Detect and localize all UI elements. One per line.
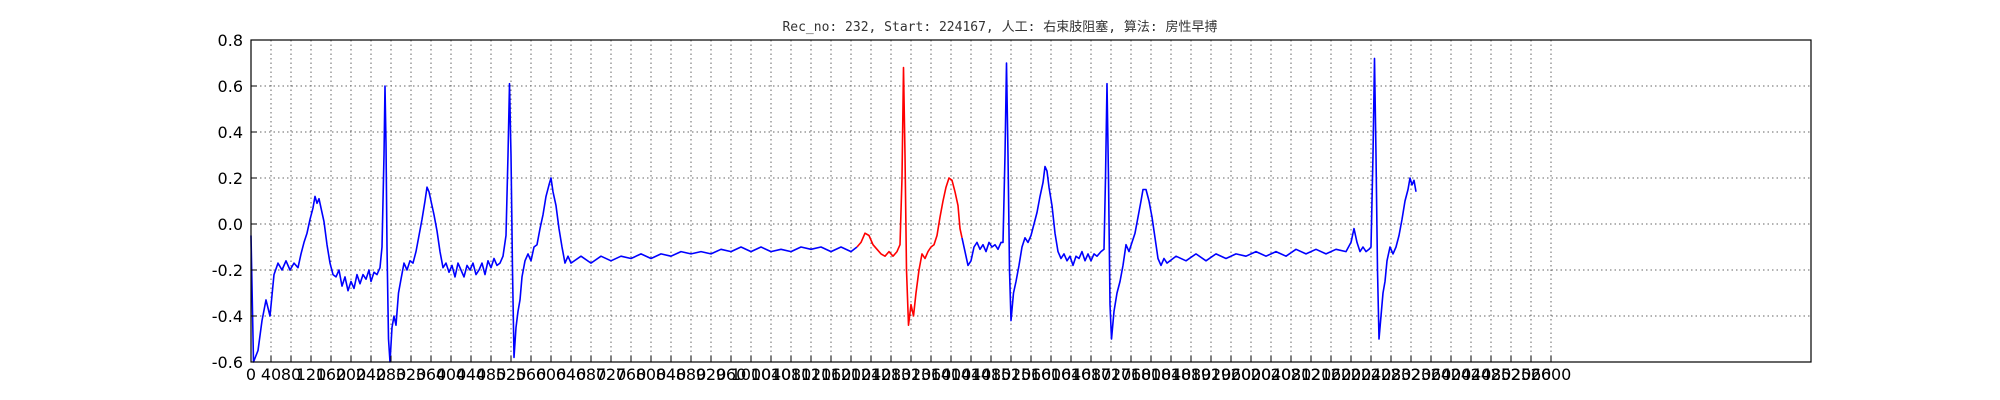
x-tick-label: 520 xyxy=(496,365,527,384)
x-tick-label: 360 xyxy=(416,365,447,384)
x-tick-label: 560 xyxy=(516,365,547,384)
x-tick-label: 1080 xyxy=(771,365,812,384)
x-tick-label: 480 xyxy=(476,365,507,384)
x-axis: 0 40 8012016020024028032036040044048052056… xyxy=(246,356,1571,384)
x-tick-label: 1120 xyxy=(791,365,832,384)
x-tick-label: 1800 xyxy=(1131,365,1172,384)
x-tick-label: 640 xyxy=(556,365,587,384)
x-tick-label: 0 xyxy=(246,365,256,384)
x-tick-label: 1520 xyxy=(991,365,1032,384)
x-tick-label: 720 xyxy=(596,365,627,384)
x-tick-label: 840 xyxy=(656,365,687,384)
y-tick-label: 0.8 xyxy=(218,31,243,50)
x-tick-label: 920 xyxy=(696,365,727,384)
x-tick-label: 2120 xyxy=(1291,365,1332,384)
x-tick-label: 2600 xyxy=(1531,365,1572,384)
x-tick-label: 1480 xyxy=(971,365,1012,384)
x-tick-label: 600 xyxy=(536,365,567,384)
x-tick-label: 440 xyxy=(456,365,487,384)
y-tick-label: -0.2 xyxy=(212,261,243,280)
x-tick-label: 1360 xyxy=(911,365,952,384)
x-tick-label: 240 xyxy=(356,365,387,384)
x-tick-label: 280 xyxy=(376,365,407,384)
x-tick-label: 2560 xyxy=(1511,365,1552,384)
x-tick-label: 1960 xyxy=(1211,365,1252,384)
x-tick-label: 1240 xyxy=(851,365,892,384)
series-line-3 xyxy=(961,57,1417,340)
x-tick-label: 2040 xyxy=(1251,365,1292,384)
x-tick-label: 2400 xyxy=(1431,365,1472,384)
x-tick-label: 2440 xyxy=(1451,365,1492,384)
x-tick-label: 40 xyxy=(261,365,281,384)
x-tick-label: 2080 xyxy=(1271,365,1312,384)
y-tick-label: -0.6 xyxy=(212,353,243,372)
y-tick-label: 0.6 xyxy=(218,77,243,96)
x-tick-label: 120 xyxy=(296,365,327,384)
x-tick-label: 160 xyxy=(316,365,347,384)
x-tick-label: 2320 xyxy=(1391,365,1432,384)
series-line-1 xyxy=(250,82,858,363)
x-tick-label: 1000 xyxy=(731,365,772,384)
x-tick-label: 1320 xyxy=(891,365,932,384)
x-tick-label: 1040 xyxy=(751,365,792,384)
x-tick-label: 1680 xyxy=(1071,365,1112,384)
x-tick-label: 960 xyxy=(716,365,747,384)
y-axis: -0.6 -0.4 -0.2 0.0 0.2 0.4 0.6 0.8 xyxy=(212,31,257,372)
x-tick-label: 1920 xyxy=(1191,365,1232,384)
x-tick-label: 1600 xyxy=(1031,365,1072,384)
x-tick-label: 2360 xyxy=(1411,365,1452,384)
x-tick-label: 1560 xyxy=(1011,365,1052,384)
grid-lines xyxy=(251,40,1811,362)
x-tick-label: 680 xyxy=(576,365,607,384)
y-tick-label: -0.4 xyxy=(212,307,243,326)
x-tick-label: 800 xyxy=(636,365,667,384)
x-tick-label: 1400 xyxy=(931,365,972,384)
x-tick-label: 2520 xyxy=(1491,365,1532,384)
x-tick-label: 1440 xyxy=(951,365,992,384)
x-tick-label: 880 xyxy=(676,365,707,384)
plot-frame xyxy=(250,39,1812,363)
x-tick-label: 2160 xyxy=(1311,365,1352,384)
chart-title: Rec_no: 232, Start: 224167, 人工: 右束肢阻塞, 算… xyxy=(782,19,1217,35)
x-tick-label: 1640 xyxy=(1051,365,1092,384)
y-tick-label: 0.0 xyxy=(218,215,243,234)
x-tick-label: 2240 xyxy=(1351,365,1392,384)
x-tick-label: 320 xyxy=(396,365,427,384)
x-tick-label: 2000 xyxy=(1231,365,1272,384)
x-tick-label: 760 xyxy=(616,365,647,384)
x-tick-label: 1720 xyxy=(1091,365,1132,384)
x-tick-label: 200 xyxy=(336,365,367,384)
series-group xyxy=(250,57,1417,363)
x-tick-label: 1760 xyxy=(1111,365,1152,384)
x-tick-label: 2280 xyxy=(1371,365,1412,384)
x-tick-label: 400 xyxy=(436,365,467,384)
y-tick-label: 0.2 xyxy=(218,169,243,188)
series-line-2 xyxy=(856,66,963,327)
x-tick-label: 1160 xyxy=(811,365,852,384)
x-tick-label: 1280 xyxy=(871,365,912,384)
y-tick-label: 0.4 xyxy=(218,123,243,142)
x-tick-label: 1200 xyxy=(831,365,872,384)
x-tick-label: 1880 xyxy=(1171,365,1212,384)
x-tick-label: 1840 xyxy=(1151,365,1192,384)
x-tick-label: 2480 xyxy=(1471,365,1512,384)
x-tick-label: 80 xyxy=(281,365,301,384)
x-tick-label: 2200 xyxy=(1331,365,1372,384)
